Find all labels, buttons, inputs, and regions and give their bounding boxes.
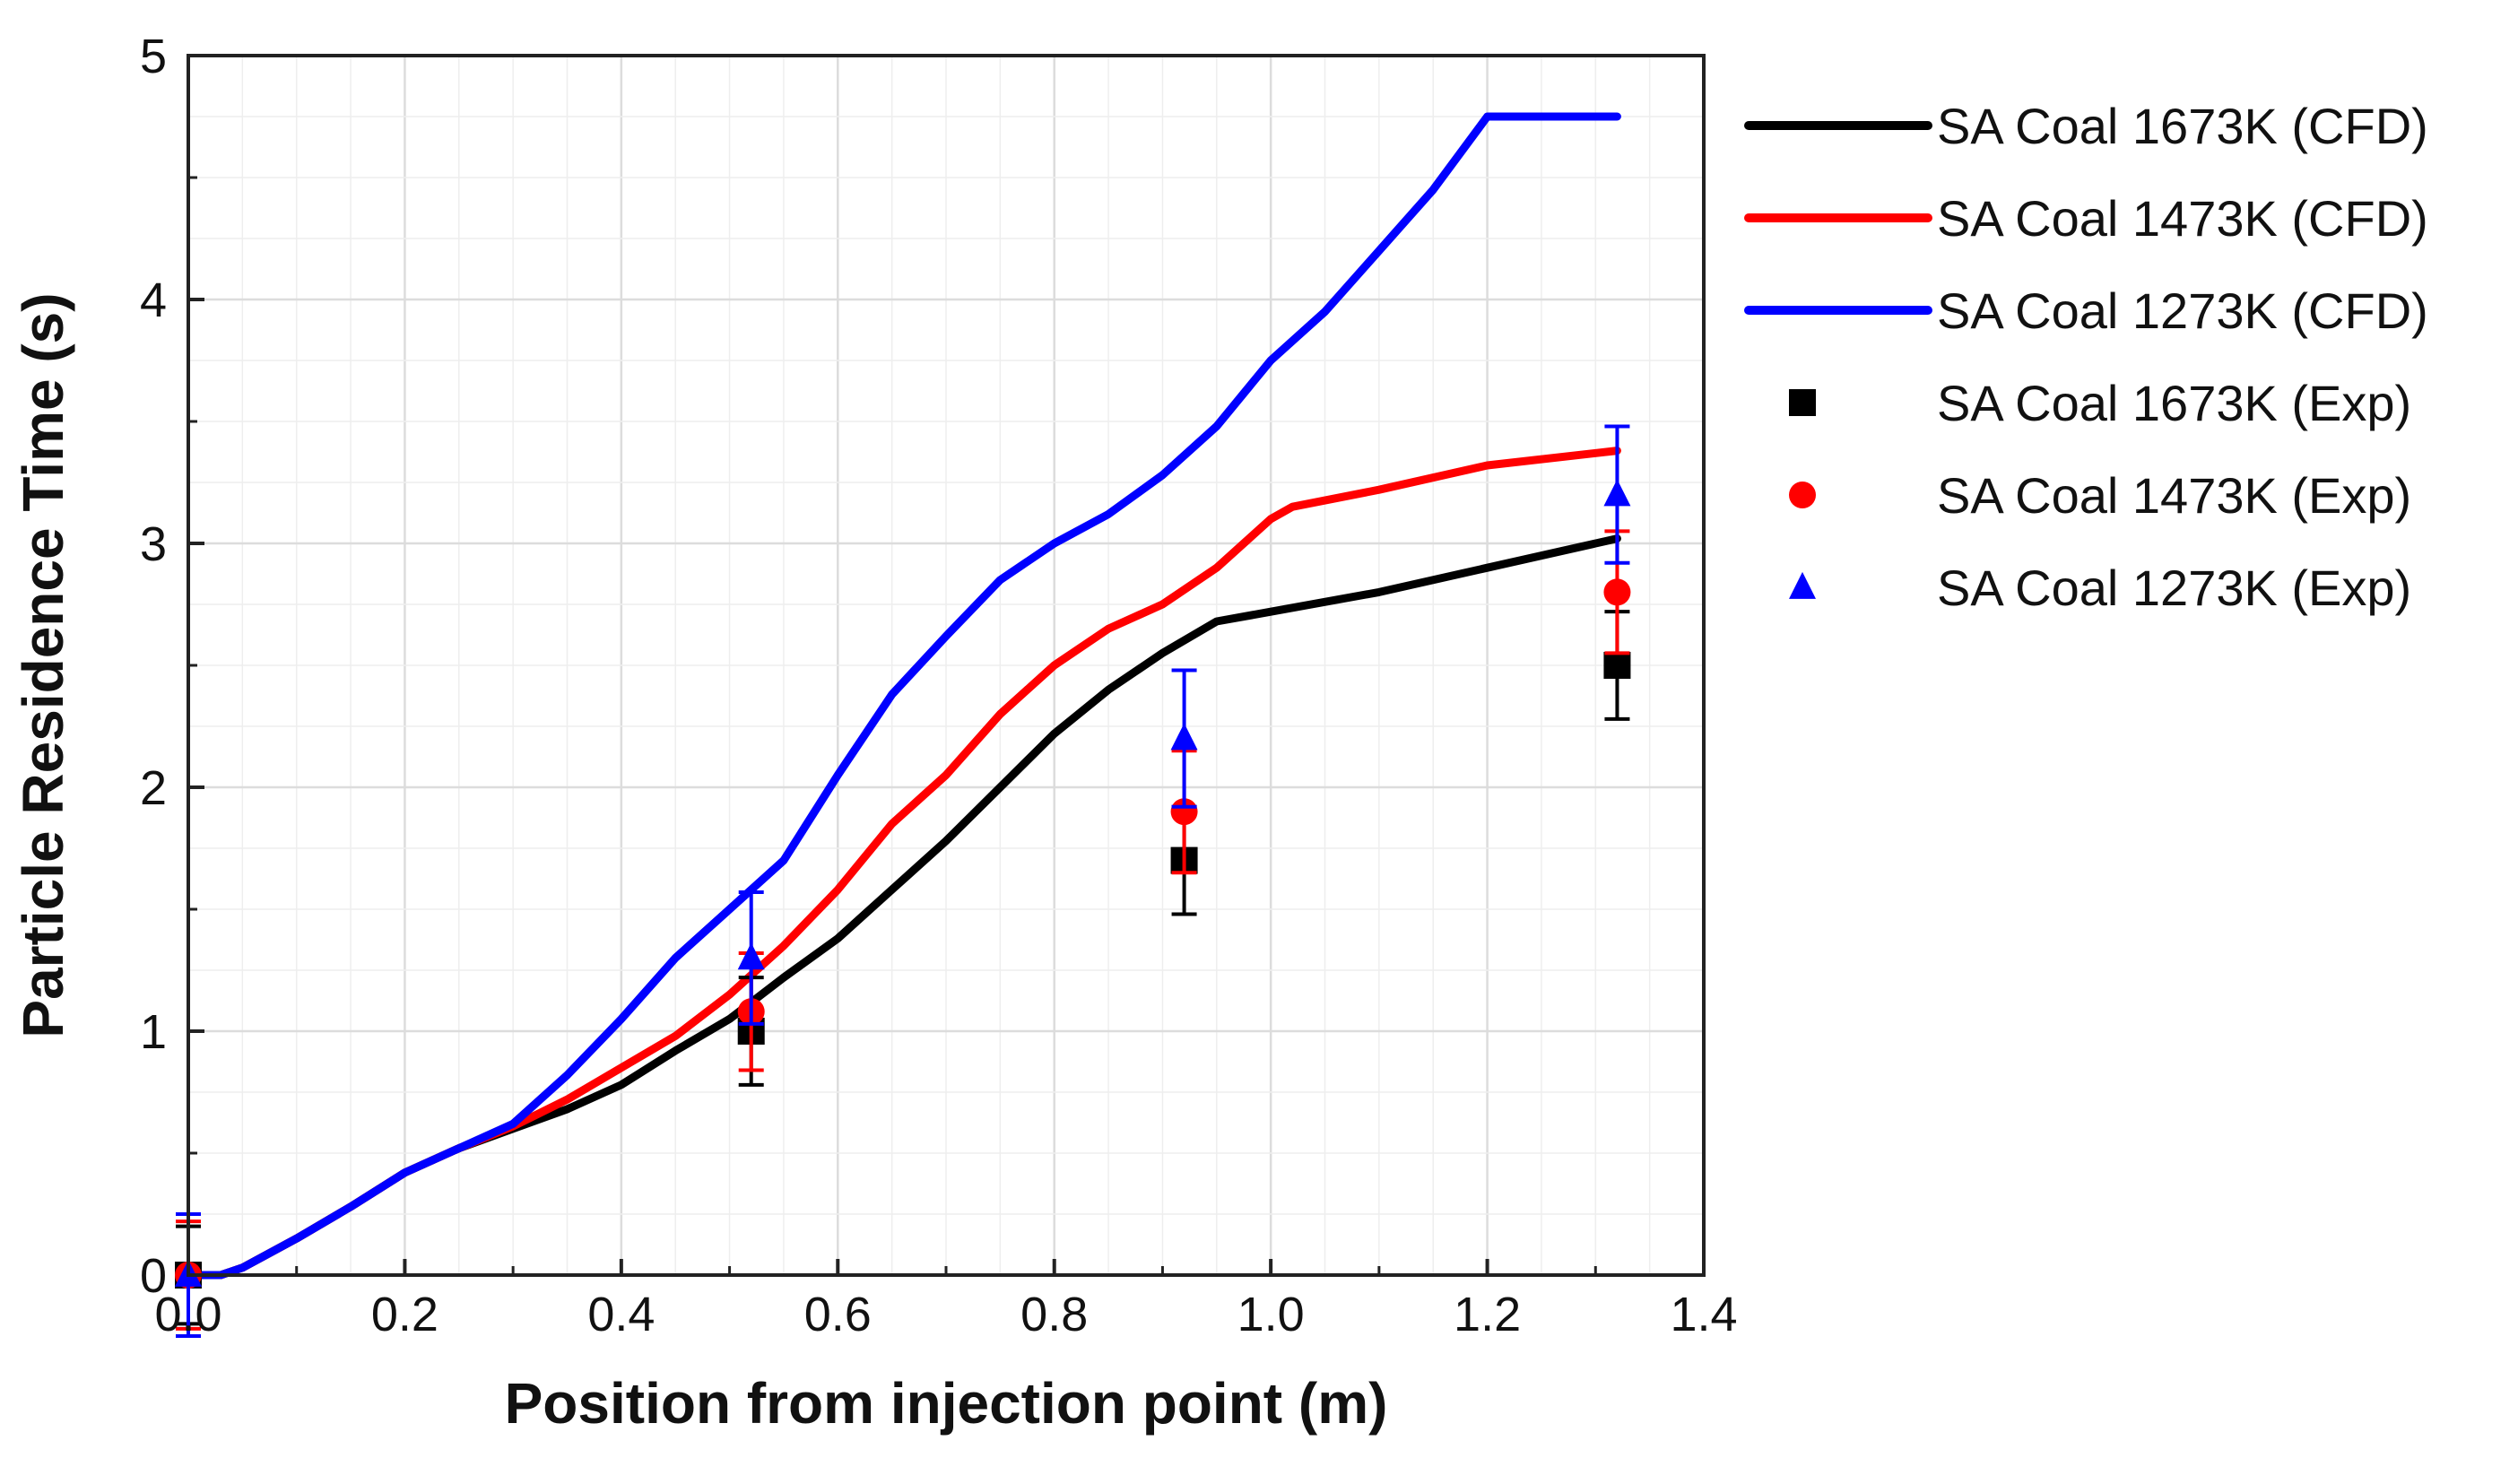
ticks: 0.0 0.2 0.4 0.6 0.8 1.0 1.2 1.4 0 1 2 3 4 5 — [140, 30, 1738, 1341]
legend-label: SA Coal 1273K (Exp) — [1937, 560, 2411, 616]
legend-item-sa-coal-1273k-exp: SA Coal 1273K (Exp) — [1789, 560, 2411, 616]
legend-label: SA Coal 1473K (Exp) — [1937, 467, 2411, 524]
x-tick-label: 0.8 — [1020, 1288, 1088, 1341]
y-tick-label: 5 — [140, 30, 167, 83]
legend-marker — [1789, 389, 1816, 416]
data-point — [1603, 652, 1631, 679]
legend-item-sa-coal-1473k-cfd: SA Coal 1473K (CFD) — [1744, 190, 2428, 247]
data-point — [1170, 798, 1198, 826]
plot-content — [175, 112, 1631, 1338]
legend-item-sa-coal-1673k-cfd: SA Coal 1673K (CFD) — [1744, 98, 2428, 154]
x-tick-label: 1.0 — [1237, 1288, 1305, 1341]
y-tick-label: 1 — [140, 1005, 167, 1059]
y-tick-label: 2 — [140, 761, 167, 815]
legend-item-sa-coal-1473k-exp: SA Coal 1473K (Exp) — [1789, 467, 2411, 524]
data-point — [1603, 479, 1631, 507]
legend-marker — [1789, 571, 1816, 599]
legend-marker — [1789, 482, 1816, 508]
x-tick-label: 0.4 — [587, 1288, 655, 1341]
grid — [187, 54, 1706, 1277]
x-tick-label: 1.4 — [1670, 1288, 1737, 1341]
y-axis-title: Particle Residence Time (s) — [11, 292, 75, 1037]
legend-label: SA Coal 1673K (Exp) — [1937, 375, 2411, 431]
data-point — [737, 942, 765, 970]
x-axis-title: Position from injection point (m) — [505, 1371, 1388, 1436]
legend-label: SA Coal 1673K (CFD) — [1937, 98, 2428, 154]
x-tick-label: 0.2 — [371, 1288, 438, 1341]
y-tick-label: 0 — [140, 1249, 167, 1303]
legend-item-sa-coal-1273k-cfd: SA Coal 1273K (CFD) — [1744, 282, 2428, 339]
legend-label: SA Coal 1473K (CFD) — [1937, 190, 2428, 247]
legend-label: SA Coal 1273K (CFD) — [1937, 282, 2428, 339]
data-point — [1170, 723, 1198, 751]
y-tick-label: 4 — [140, 273, 167, 327]
series-sa-coal-1273k-cfd — [184, 112, 1621, 1280]
x-tick-label: 1.2 — [1454, 1288, 1521, 1341]
x-tick-label: 0.6 — [804, 1288, 872, 1341]
series-line — [184, 112, 1621, 1280]
legend: SA Coal 1673K (CFD) SA Coal 1473K (CFD) SA… — [1744, 98, 2428, 616]
x-tick-label: 0.0 — [154, 1288, 221, 1341]
data-point — [1603, 578, 1631, 606]
y-tick-label: 3 — [140, 517, 167, 571]
legend-item-sa-coal-1673k-exp: SA Coal 1673K (Exp) — [1789, 375, 2411, 431]
